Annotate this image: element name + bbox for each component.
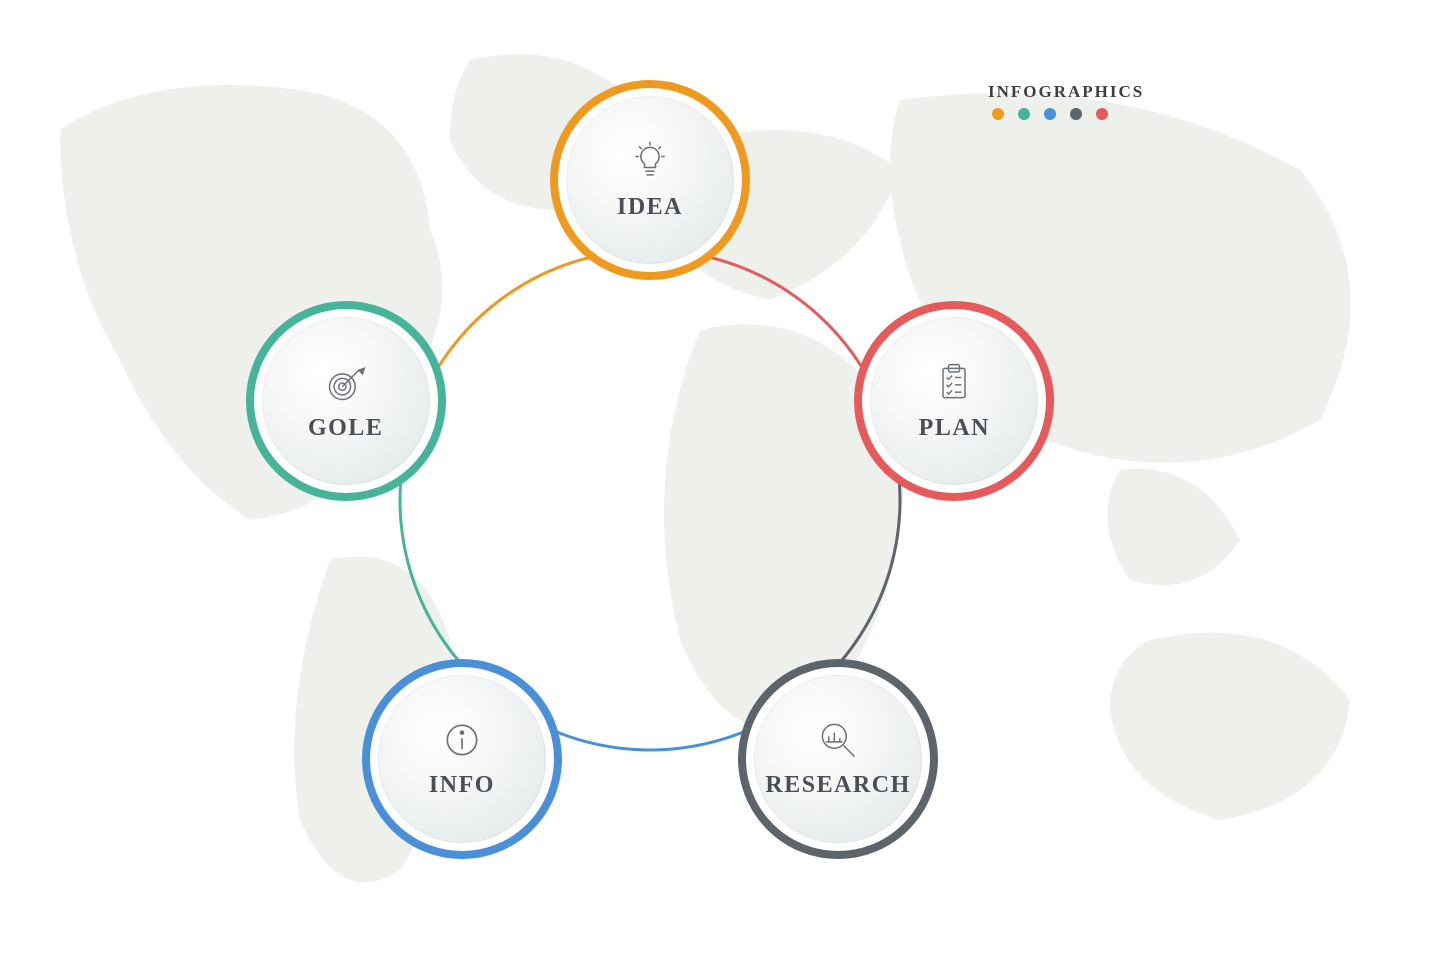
cycle-node-plan: PLAN [854,301,1054,501]
bulb-icon [628,140,672,184]
legend-dot [1018,108,1030,120]
cycle-arc [422,251,624,398]
clipboard-icon [932,361,976,405]
legend-title: INFOGRAPHICS [988,82,1144,102]
legend-dot [1096,108,1108,120]
info-icon [440,718,484,762]
cycle-node-gole: GOLE [246,301,446,501]
legend-dot [1070,108,1082,120]
legend-dot [992,108,1004,120]
cycle-arc [525,717,775,750]
cycle-node-label: IDEA [617,194,683,221]
cycle-node-inner: INFO [378,675,546,843]
cycle-node-research: RESEARCH [738,659,938,859]
target-icon [324,361,368,405]
cycle-node-label: RESEARCH [765,772,910,799]
legend-dot [1044,108,1056,120]
cycle-node-label: GOLE [308,415,383,442]
cycle-node-idea: IDEA [550,80,750,280]
cycle-node-info: INFO [362,659,562,859]
cycle-arc [817,448,900,686]
legend-dots [988,108,1144,120]
cycle-node-inner: GOLE [262,317,430,485]
legend: INFOGRAPHICS [988,82,1144,120]
cycle-arc [400,448,483,686]
cycle-node-inner: RESEARCH [754,675,922,843]
cycle-node-inner: IDEA [566,96,734,264]
cycle-arc [676,251,878,398]
cycle-node-label: PLAN [919,415,990,442]
cycle-node-inner: PLAN [870,317,1038,485]
cycle-node-label: INFO [429,772,495,799]
magnifier-chart-icon [816,718,860,762]
